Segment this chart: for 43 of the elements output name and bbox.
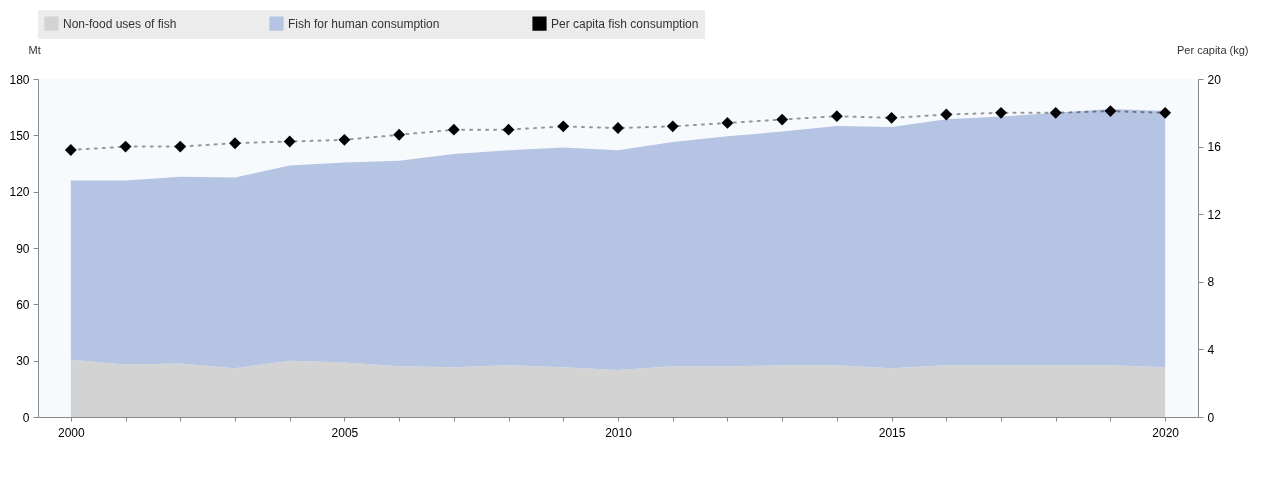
y-tick-label: 90	[16, 241, 30, 256]
legend-label: Fish for human consumption	[288, 16, 440, 31]
y-tick-label: 30	[16, 354, 30, 369]
x-tick-label: 2020	[1152, 425, 1180, 440]
y-tick-label: 60	[16, 297, 30, 312]
y2-tick-label: 4	[1207, 342, 1215, 357]
point	[666, 120, 679, 133]
y2-tick-label: 12	[1207, 207, 1222, 222]
point	[393, 128, 406, 141]
point	[557, 120, 570, 133]
point	[64, 144, 77, 156]
point	[283, 135, 296, 148]
legend-label: Non-food uses of fish	[63, 16, 177, 31]
x-tick-label: 2000	[57, 425, 85, 440]
y-axis-title: Mt	[28, 43, 41, 56]
x-tick-label: 2005	[331, 425, 359, 440]
point	[502, 123, 515, 136]
x-tick-label: 2010	[605, 425, 633, 440]
x-tick-label: 2015	[878, 425, 906, 440]
point	[174, 140, 187, 153]
y2-tick-label: 16	[1207, 140, 1222, 155]
point	[885, 111, 898, 124]
y2-tick-label: 8	[1207, 275, 1215, 290]
y2-tick-label: 0	[1207, 410, 1215, 425]
y-tick-label: 120	[9, 185, 30, 200]
point	[1049, 106, 1062, 119]
point	[830, 110, 843, 123]
point	[995, 106, 1007, 119]
legend-label: Per capita fish consumption	[551, 16, 699, 31]
y-tick-label: 0	[22, 410, 30, 425]
y-tick-label: 150	[9, 128, 30, 143]
point	[1159, 106, 1172, 119]
point	[1104, 105, 1117, 118]
point	[447, 123, 460, 136]
point	[776, 113, 789, 126]
y2-axis-title: Per capita (kg)	[1176, 43, 1249, 56]
point	[940, 108, 953, 121]
point	[721, 117, 734, 129]
y2-tick-label: 20	[1207, 72, 1222, 87]
point	[229, 137, 241, 150]
y-tick-label: 180	[9, 72, 30, 87]
point	[119, 140, 132, 153]
point	[338, 133, 351, 146]
